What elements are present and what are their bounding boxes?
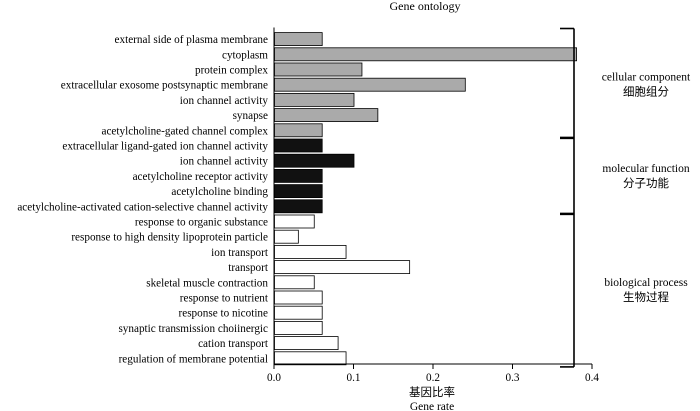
bar xyxy=(274,199,323,214)
category-label: synapse xyxy=(233,110,268,122)
category-label: acetylcholine-activated cation-selective… xyxy=(17,201,268,213)
category-label: acetylcholine-gated channel complex xyxy=(102,125,269,137)
bar xyxy=(274,153,355,168)
category-label: extracellular ligand-gated ion channel a… xyxy=(62,141,268,153)
bar xyxy=(274,77,466,92)
bar xyxy=(274,93,355,107)
bar xyxy=(274,275,315,290)
category-label: acetylcholine receptor activity xyxy=(133,171,269,183)
category-label: acetylcholine binding xyxy=(171,186,268,198)
category-label: response to nutrient xyxy=(180,293,269,305)
category-label: transport xyxy=(228,262,269,274)
bar xyxy=(274,320,323,335)
bar xyxy=(274,229,299,244)
group-label: molecular function xyxy=(602,163,689,175)
category-label: ion channel activity xyxy=(180,95,269,107)
category-label: response to organic substance xyxy=(135,217,268,229)
category-label: response to nicotine xyxy=(179,308,269,320)
x-tick-label: 0.1 xyxy=(347,372,361,384)
category-label: response to high density lipoprotein par… xyxy=(71,232,268,244)
bar xyxy=(274,351,347,366)
bar xyxy=(274,32,323,46)
group-label-cn: 生物过程 xyxy=(623,290,669,304)
category-label: ion transport xyxy=(211,247,269,259)
bar xyxy=(274,305,323,320)
category-label: skeletal muscle contraction xyxy=(146,277,268,289)
bar xyxy=(274,336,339,351)
bar xyxy=(274,260,411,275)
bar xyxy=(274,168,323,183)
group-label: biological process xyxy=(604,277,688,289)
bar xyxy=(274,184,323,199)
category-label: external side of plasma membrane xyxy=(115,34,268,46)
group-label: cellular component xyxy=(602,72,691,84)
bar xyxy=(274,290,323,305)
x-tick-label: 0.0 xyxy=(267,372,281,384)
bar xyxy=(274,214,315,229)
x-tick-label: 0.2 xyxy=(426,372,440,384)
x-axis: 0.0 0.1 0.2 0.3 0.4 xyxy=(267,27,599,384)
category-label: cytoplasm xyxy=(222,49,268,61)
x-axis-label-cn: 基因比率 xyxy=(409,385,455,399)
category-label: extracellular exosome postsynaptic membr… xyxy=(61,80,268,92)
bars-layer xyxy=(274,32,578,366)
x-tick-label: 0.3 xyxy=(506,372,520,384)
category-label: regulation of membrane potential xyxy=(119,353,268,365)
group-label-cn: 细胞组分 xyxy=(623,85,669,99)
chart-title: Gene ontology xyxy=(390,0,461,13)
category-labels: external side of plasma membrane cytoplas… xyxy=(17,34,269,365)
x-axis-label: Gene rate xyxy=(410,401,454,411)
group-label-cn: 分子功能 xyxy=(623,176,669,190)
bar xyxy=(274,138,323,153)
x-tick-label: 0.4 xyxy=(585,372,599,384)
bar xyxy=(274,108,379,122)
bar xyxy=(274,123,323,138)
category-label: protein complex xyxy=(195,65,268,77)
category-label: ion channel activity xyxy=(180,156,269,168)
bar xyxy=(274,62,363,77)
category-label: synaptic transmission choiinergic xyxy=(118,323,268,335)
bar xyxy=(274,244,347,259)
category-label: cation transport xyxy=(198,338,269,350)
bar xyxy=(274,47,578,62)
